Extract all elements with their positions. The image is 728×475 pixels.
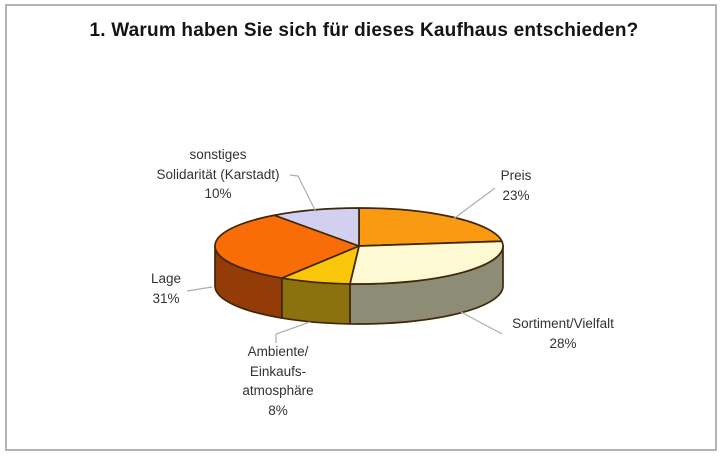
slice-label-line: Preis — [500, 168, 532, 183]
slice-label-line: 10% — [204, 186, 232, 201]
slice-label-line: Ambiente/ — [247, 344, 309, 359]
slice-label-line: Solidarität (Karstadt) — [156, 166, 280, 182]
slice-label-line: Lage — [150, 271, 182, 286]
slice-label-line: sonstiges — [189, 147, 247, 162]
slice-label-ambiente-einkaufsatmosphaere: Ambiente/Einkaufs-atmosphäre 8% — [242, 342, 313, 420]
slice-label-line: 8% — [268, 402, 288, 418]
slice-label-sonstiges-solidaritaet-karstadt: sonstiges Solidarität (Karstadt) 10% — [156, 145, 279, 204]
leader-line-sonstiges-solidaritaet-karstadt — [289, 174, 317, 213]
pie-slice-lage — [214, 214, 360, 279]
slice-label-preis: Preis 23% — [501, 166, 532, 205]
slice-label-line: 28% — [549, 335, 577, 351]
pie-slice-side-ambiente-einkaufsatmosphaere — [280, 277, 351, 325]
slice-label-lage: Lage 31% — [151, 269, 181, 308]
slice-label-sortiment-vielfalt: Sortiment/Vielfalt 28% — [512, 314, 614, 353]
leader-line-preis — [451, 187, 496, 221]
slice-label-line: 23% — [502, 187, 530, 203]
chart-frame — [5, 4, 717, 451]
slice-label-line: atmosphäre — [242, 383, 314, 398]
slice-label-line: 31% — [152, 290, 180, 306]
chart-title: 1. Warum haben Sie sich für dieses Kaufh… — [89, 20, 639, 41]
pie-slice-preis — [358, 207, 503, 247]
slice-label-line: Sortiment/Vielfalt — [512, 316, 614, 331]
leader-line-sortiment-vielfalt — [460, 311, 503, 335]
leader-line-ambiente-einkaufsatmosphaere — [275, 321, 311, 343]
slice-label-line: Einkaufs- — [249, 363, 307, 379]
pie-slice-sortiment-vielfalt — [349, 240, 504, 285]
leader-line-lage — [186, 286, 213, 292]
